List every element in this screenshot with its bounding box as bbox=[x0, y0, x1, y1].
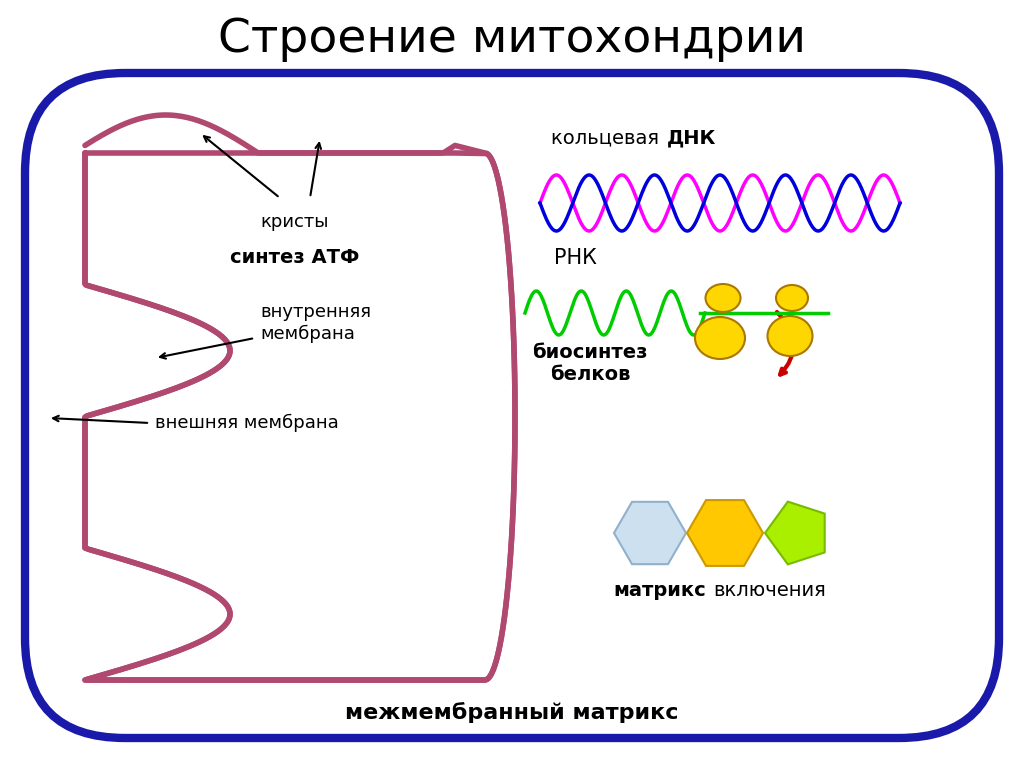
Ellipse shape bbox=[776, 285, 808, 311]
Text: кольцевая: кольцевая bbox=[551, 128, 665, 147]
Text: ДНК: ДНК bbox=[667, 128, 717, 147]
Ellipse shape bbox=[706, 284, 740, 312]
Text: межмембранный матрикс: межмембранный матрикс bbox=[345, 703, 679, 723]
Text: кристы: кристы bbox=[261, 213, 330, 231]
Text: биосинтез
белков: биосинтез белков bbox=[532, 343, 648, 383]
Text: Строение митохондрии: Строение митохондрии bbox=[218, 18, 806, 62]
Text: внешняя мембрана: внешняя мембрана bbox=[155, 414, 339, 432]
Text: внутренняя
мембрана: внутренняя мембрана bbox=[260, 303, 371, 343]
Text: включения: включения bbox=[714, 581, 826, 600]
Text: синтез АТФ: синтез АТФ bbox=[230, 248, 359, 267]
Text: матрикс: матрикс bbox=[613, 581, 707, 600]
Ellipse shape bbox=[695, 317, 745, 359]
Text: РНК: РНК bbox=[554, 248, 596, 268]
Ellipse shape bbox=[768, 316, 812, 356]
